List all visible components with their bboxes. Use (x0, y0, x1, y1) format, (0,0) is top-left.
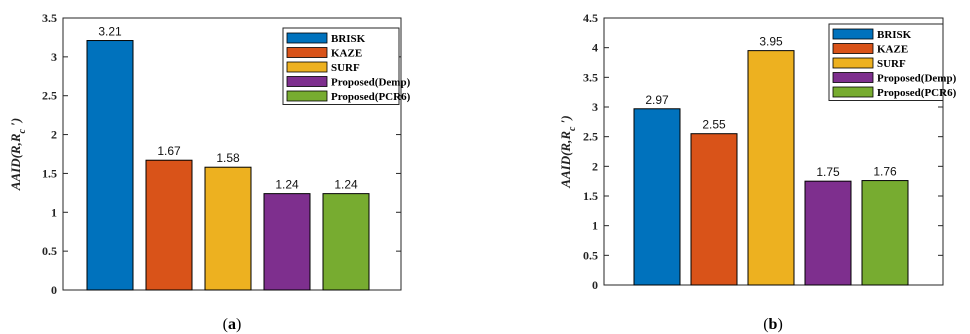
legend-swatch (832, 72, 874, 83)
legend-swatch (832, 43, 874, 54)
y-tick-label: 0.5 (583, 248, 598, 262)
legend-swatch (286, 32, 328, 44)
legend-entry-label: KAZE (331, 48, 362, 60)
y-tick-label: 4.5 (583, 11, 598, 25)
bar-kaze (690, 133, 738, 286)
bar-value-label: 1.76 (873, 165, 897, 179)
legend-entry-label: SURF (877, 58, 906, 70)
bar-value-label: 3.21 (98, 25, 122, 39)
bar-value-label: 2.55 (702, 118, 726, 132)
legend: BRISK KAZE SURF Proposed(Demp) Proposed(PCR6… (828, 23, 957, 101)
legend-entry-label: Proposed(Demp) (331, 77, 411, 89)
chart-panel-a: 0 0.5 1 1.5 2 2.5 3 3.5 AAID(R,Rc ′) 3.21 1.67 1.58… (8, 11, 411, 333)
legend-entry-label: Proposed(Demp) (877, 73, 957, 85)
legend-swatch (286, 47, 328, 58)
y-tick-label: 0 (51, 283, 57, 297)
bar-value-label: 1.24 (275, 178, 299, 192)
y-tick-label: 3 (51, 50, 57, 64)
panel-caption: (a) (223, 316, 242, 333)
bar-value-label: 1.58 (216, 151, 240, 165)
y-tick-label: 0 (592, 278, 598, 292)
bar-value-label: 2.97 (645, 93, 669, 107)
bar-value-label: 1.67 (157, 144, 181, 158)
legend-entry-label: SURF (331, 62, 360, 74)
y-tick-label: 1.5 (42, 166, 57, 180)
y-tick-label: 3.5 (583, 70, 598, 84)
legend-swatch (832, 86, 874, 98)
bar-proposed-pcr6 (861, 180, 909, 286)
legend: BRISK KAZE SURF Proposed(Demp) Proposed(PCR6… (282, 27, 411, 105)
y-tick-label: 2 (592, 159, 598, 173)
y-tick-label: 1.5 (583, 189, 598, 203)
y-tick-label: 4 (592, 41, 598, 55)
bar-brisk (86, 40, 134, 291)
legend-swatch (286, 76, 328, 87)
panel-caption: (b) (763, 316, 783, 333)
legend-entry-label: Proposed(PCR6) (877, 87, 957, 99)
y-tick-label: 3.5 (42, 11, 57, 25)
bar-surf (204, 166, 252, 291)
y-tick-label: 2 (51, 128, 57, 142)
y-tick-label: 2.5 (583, 130, 598, 144)
legend-swatch (832, 28, 874, 40)
bar-proposed-pcr6 (322, 193, 370, 291)
legend-swatch (286, 90, 328, 102)
bar-value-label: 1.24 (334, 178, 358, 192)
y-tick-label: 3 (592, 100, 598, 114)
bar-proposed-demp (263, 193, 311, 291)
y-tick-label: 1 (592, 219, 598, 233)
y-tick-label: 2.5 (42, 89, 57, 103)
bar-kaze (145, 159, 193, 291)
y-tick-label: 0.5 (42, 244, 57, 258)
legend-entry-label: BRISK (877, 29, 912, 41)
bar-value-label: 1.75 (816, 165, 840, 179)
y-axis-label: AAID(R,Rc ′) (558, 115, 578, 188)
bar-value-label: 3.95 (759, 35, 783, 49)
legend-entry-label: KAZE (877, 44, 908, 56)
legend-entry-label: BRISK (331, 33, 366, 45)
y-axis-label: AAID(R,Rc ′) (8, 118, 28, 191)
bar-surf (747, 50, 795, 286)
y-tick-label: 1 (51, 205, 57, 219)
legend-entry-label: Proposed(PCR6) (331, 91, 411, 103)
bar-proposed-demp (804, 180, 852, 286)
bar-brisk (633, 108, 681, 286)
legend-swatch (286, 61, 328, 73)
chart-panel-b: 0 0.5 1 1.5 2 2.5 3 3.5 4 4.5 AAID(R,Rc ′) 2.97 2.55… (558, 11, 957, 333)
legend-swatch (832, 57, 874, 69)
